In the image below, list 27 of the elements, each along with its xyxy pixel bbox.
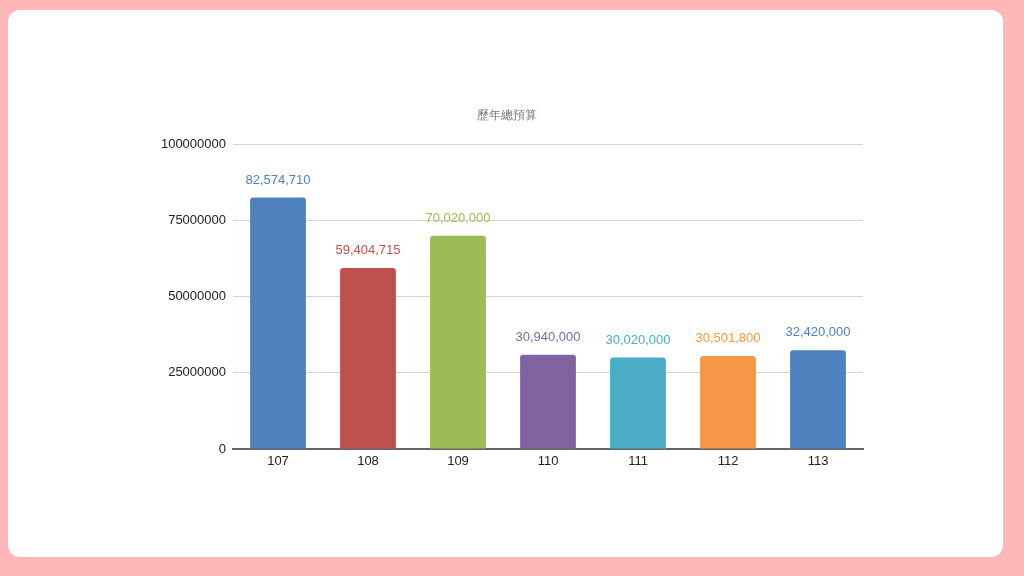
- chart-title: 歷年總預算: [476, 107, 537, 122]
- data-label: 30,020,000: [605, 331, 671, 347]
- data-label: 70,020,000: [425, 209, 491, 225]
- bar: [430, 235, 486, 449]
- y-tick-label: 100000000: [160, 135, 226, 151]
- bar: [250, 197, 306, 449]
- x-tick-label: 110: [537, 453, 559, 469]
- x-tick-label: 112: [717, 453, 739, 469]
- bar: [340, 268, 396, 449]
- data-label: 30,940,000: [515, 328, 581, 344]
- x-tick-label: 108: [357, 453, 379, 469]
- y-tick-label: 25000000: [168, 364, 226, 380]
- y-tick-label: 0: [218, 440, 226, 456]
- x-tick-label: 109: [447, 453, 469, 469]
- bar: [610, 357, 666, 449]
- bar: [700, 356, 756, 449]
- x-tick-label: 113: [807, 453, 829, 469]
- data-label: 32,420,000: [785, 324, 851, 340]
- bar: [520, 354, 576, 449]
- data-label: 30,501,800: [695, 330, 761, 346]
- x-tick-label: 111: [628, 453, 648, 469]
- y-tick-label: 75000000: [168, 212, 226, 228]
- data-label: 59,404,715: [335, 242, 401, 258]
- data-label: 82,574,710: [245, 171, 311, 187]
- y-tick-label: 50000000: [168, 288, 226, 304]
- x-tick-label: 107: [267, 453, 289, 469]
- bar: [790, 350, 846, 449]
